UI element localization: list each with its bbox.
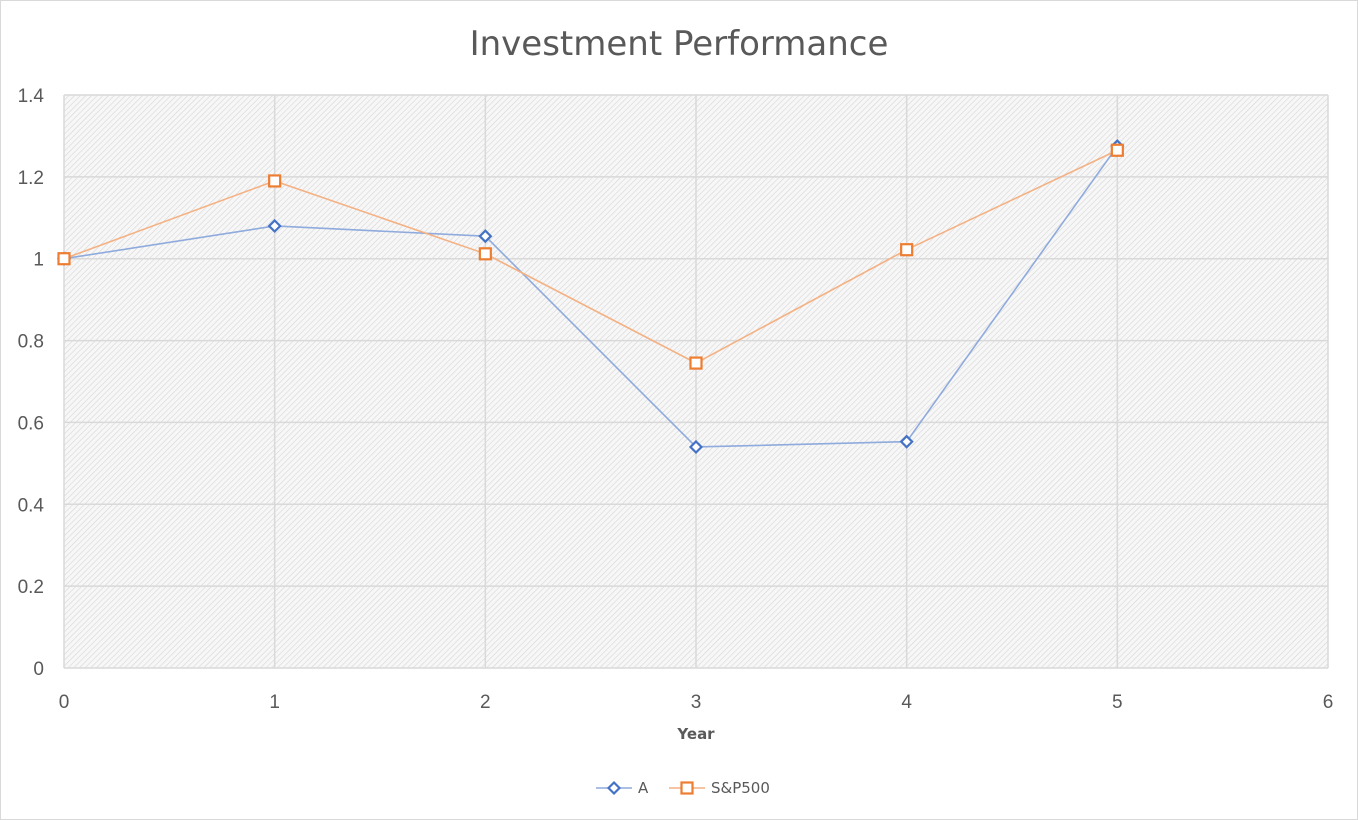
data-point [267, 218, 282, 234]
x-tick-label: 4 [901, 692, 912, 713]
x-tick-label: 0 [59, 692, 70, 713]
data-point [688, 439, 704, 455]
x-axis-label: Year [676, 725, 715, 743]
series-line [63, 149, 1118, 364]
data-point [478, 247, 492, 261]
y-tick-label: 1 [33, 250, 44, 271]
data-point [268, 174, 282, 188]
y-tick-label: 0.4 [18, 495, 45, 516]
legend-item: A [596, 779, 649, 797]
legend-item: S&P500 [669, 779, 770, 797]
y-tick-label: 0.8 [18, 332, 44, 353]
data-point [899, 434, 914, 449]
data-point [478, 229, 493, 244]
legend: A S&P500 [596, 779, 770, 797]
x-tick-label: 5 [1112, 692, 1123, 713]
x-tick-label: 6 [1323, 692, 1334, 713]
chart-title: Investment Performance [470, 24, 889, 64]
data-point [57, 252, 71, 266]
legend-swatch-marker [606, 780, 622, 796]
legend-label: S&P500 [711, 779, 770, 797]
y-tick-label: 0.2 [18, 577, 44, 598]
data-point [900, 243, 914, 257]
series-sp500 [57, 143, 1124, 370]
series-line [63, 145, 1118, 448]
legend-swatch-marker [680, 781, 694, 795]
x-tick-label: 3 [691, 692, 702, 713]
y-tick-label: 1.2 [18, 168, 44, 189]
x-tick-label: 2 [480, 692, 491, 713]
series-group [56, 139, 1125, 455]
data-point [689, 356, 703, 370]
data-point [1110, 143, 1124, 157]
x-tick-label: 1 [269, 692, 280, 713]
legend-label: A [638, 779, 649, 797]
y-tick-label: 1.4 [18, 86, 45, 107]
y-axis-ticks: 0 0.2 0.4 0.6 0.8 1 1.2 1.4 [18, 86, 45, 680]
y-tick-label: 0 [33, 659, 44, 680]
y-tick-label: 0.6 [18, 413, 44, 434]
x-axis-ticks: 0 1 2 3 4 5 6 [59, 692, 1334, 713]
